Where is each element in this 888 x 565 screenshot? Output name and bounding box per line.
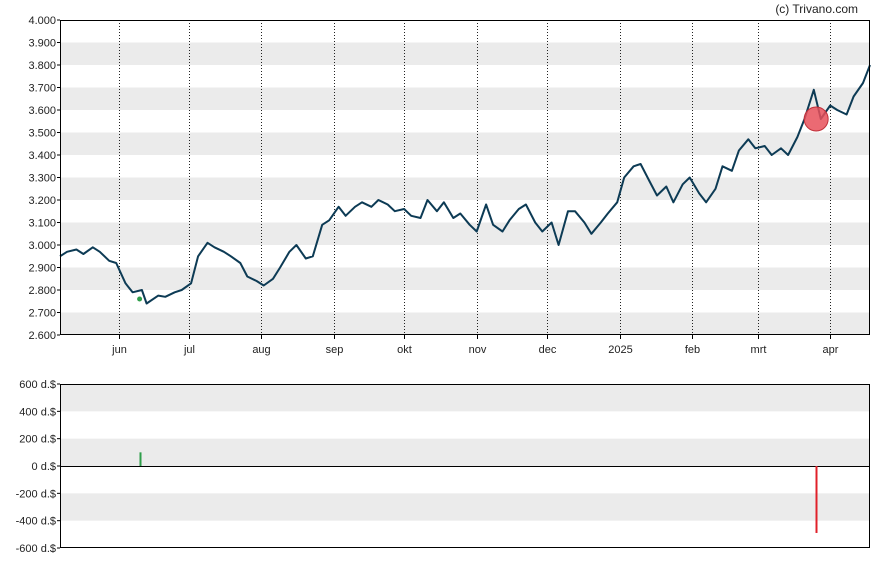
price-x-tick-label: mrt — [751, 344, 767, 356]
trade-value-bands — [60, 384, 870, 521]
price-plot-border — [60, 20, 870, 335]
price-y-tick-label: 3.700 — [28, 83, 56, 95]
trade-value-frame — [60, 384, 870, 548]
price-x-tick-label: feb — [685, 344, 700, 356]
price-x-tick-label: sep — [326, 344, 344, 356]
price-y-tick-label: 2.900 — [28, 263, 56, 275]
price-y-tick-label: 2.600 — [28, 330, 56, 342]
price-x-tick-label: apr — [823, 344, 839, 356]
price-band — [60, 177, 870, 200]
price-bands — [60, 42, 870, 335]
trade-value-y-tick-label: 600 d.$ — [19, 379, 56, 391]
price-y-tick-label: 3.500 — [28, 128, 56, 140]
price-x-tick-label: 2025 — [608, 344, 632, 356]
price-band — [60, 42, 870, 65]
price-y-tick-label: 3.300 — [28, 173, 56, 185]
price-band — [60, 267, 870, 290]
price-band — [60, 222, 870, 245]
price-y-tick-labels: 4.000 3.900 3.800 3.700 3.600 3.500 3.400 3.300… — [28, 15, 60, 342]
price-band — [60, 132, 870, 155]
price-series — [59, 64, 871, 305]
trade-markers — [137, 106, 829, 302]
trade-value-y-tick-label: 400 d.$ — [19, 406, 56, 418]
price-x-tick-label: dec — [539, 344, 557, 356]
price-y-tick-label: 2.700 — [28, 308, 56, 320]
trade-value-bars — [60, 452, 870, 533]
price-y-tick-label: 3.400 — [28, 150, 56, 162]
trade-value-y-tick-label: -400 d.$ — [16, 516, 56, 528]
price-y-tick-label: 3.100 — [28, 218, 56, 230]
price-x-tick-label: okt — [397, 344, 412, 356]
price-y-tick-label: 3.200 — [28, 195, 56, 207]
price-x-tick-labels: jun jul aug sep okt nov dec 2025 feb mrt apr — [111, 335, 839, 356]
trade-value-y-tick-label: 200 d.$ — [19, 434, 56, 446]
price-y-tick-label: 3.900 — [28, 38, 56, 50]
price-y-tick-label: 3.600 — [28, 105, 56, 117]
trade-value-band — [60, 384, 870, 412]
trade-value-plot-border — [60, 384, 870, 548]
trade-value-y-tick-label: 0 d.$ — [32, 461, 56, 473]
price-band — [60, 87, 870, 110]
copyright-text: (c) Trivano.com — [775, 2, 858, 16]
price-frame — [60, 20, 870, 335]
buy-marker — [137, 296, 143, 302]
trade-value-band — [60, 493, 870, 521]
trade-value-y-tick-label: -200 d.$ — [16, 488, 56, 500]
trade-value-y-tick-labels: 600 d.$ 400 d.$ 200 d.$ 0 d.$ -200 d.$ -400 d… — [16, 379, 60, 555]
sell-marker — [803, 106, 829, 132]
price-band — [60, 312, 870, 335]
price-y-tick-label: 2.800 — [28, 285, 56, 297]
price-y-tick-label: 3.800 — [28, 60, 56, 72]
price-x-tick-label: aug — [252, 344, 270, 356]
price-y-tick-label: 4.000 — [28, 15, 56, 27]
price-x-tick-label: jun — [111, 344, 127, 356]
price-x-tick-label: nov — [469, 344, 487, 356]
price-line — [59, 64, 871, 305]
trade-value-y-tick-label: -600 d.$ — [16, 543, 56, 555]
price-y-tick-label: 3.000 — [28, 240, 56, 252]
trade-value-band — [60, 438, 870, 466]
price-x-tick-label: jul — [183, 344, 195, 356]
